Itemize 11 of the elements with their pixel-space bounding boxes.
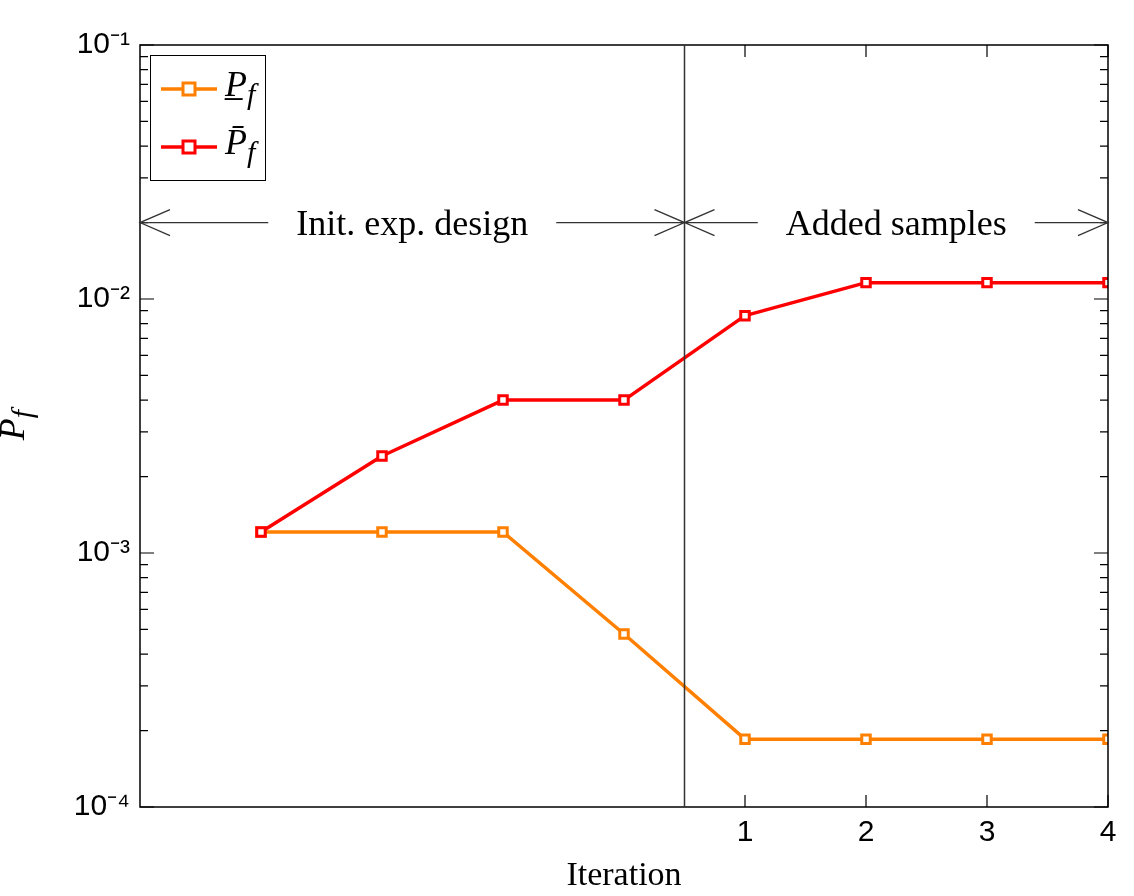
y-tick-label: 10⁻¹ xyxy=(76,26,131,60)
x-tick-label: 4 xyxy=(1099,814,1117,848)
annotation: Added samples xyxy=(785,202,1007,243)
y-tick-label: 10⁻² xyxy=(76,280,131,314)
x-axis-title: Iteration xyxy=(566,854,682,892)
y-tick-label: 10⁻⁴ xyxy=(73,788,130,822)
x-tick-label: 2 xyxy=(857,814,875,848)
x-tick-label: 1 xyxy=(736,814,754,848)
annotation: Init. exp. design xyxy=(296,202,529,243)
x-tick-label: 3 xyxy=(978,814,996,848)
y-tick-label: 10⁻³ xyxy=(76,534,131,568)
